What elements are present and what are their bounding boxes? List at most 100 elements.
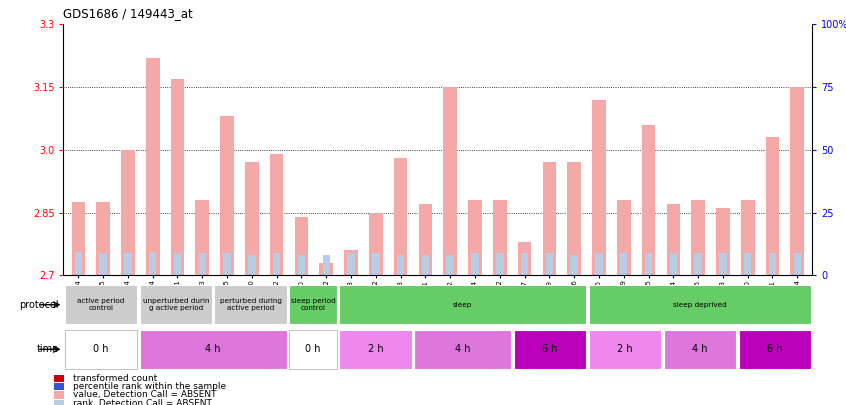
- Bar: [140, 285, 212, 324]
- Text: time: time: [37, 344, 59, 354]
- Bar: [294, 217, 308, 275]
- Bar: [744, 253, 751, 275]
- Text: protocol: protocol: [19, 300, 59, 310]
- Text: 4 h: 4 h: [692, 344, 707, 354]
- Bar: [447, 255, 454, 275]
- Bar: [414, 330, 512, 369]
- Bar: [667, 204, 680, 275]
- Bar: [220, 116, 233, 275]
- Bar: [542, 162, 556, 275]
- Bar: [546, 253, 553, 275]
- Bar: [521, 253, 528, 275]
- Bar: [518, 242, 531, 275]
- Bar: [471, 253, 479, 275]
- Text: sleep: sleep: [453, 302, 472, 308]
- Bar: [589, 285, 811, 324]
- Text: sleep deprived: sleep deprived: [673, 302, 727, 308]
- Bar: [248, 255, 255, 275]
- Text: 6 h: 6 h: [767, 344, 783, 354]
- Bar: [397, 255, 404, 275]
- Text: transformed count: transformed count: [74, 373, 157, 383]
- Text: rank, Detection Call = ABSENT: rank, Detection Call = ABSENT: [74, 399, 212, 405]
- Bar: [443, 87, 457, 275]
- Text: 4 h: 4 h: [206, 344, 221, 354]
- Bar: [421, 255, 429, 275]
- Bar: [214, 285, 287, 324]
- Bar: [419, 204, 432, 275]
- Bar: [140, 330, 287, 369]
- Text: 4 h: 4 h: [455, 344, 470, 354]
- Text: GDS1686 / 149443_at: GDS1686 / 149443_at: [63, 7, 193, 20]
- Bar: [642, 125, 656, 275]
- Bar: [769, 253, 777, 275]
- Bar: [570, 255, 578, 275]
- Text: 6 h: 6 h: [542, 344, 558, 354]
- Bar: [121, 150, 135, 275]
- Bar: [716, 209, 730, 275]
- Bar: [223, 253, 231, 275]
- Bar: [245, 162, 259, 275]
- Bar: [393, 158, 408, 275]
- Bar: [468, 200, 482, 275]
- Bar: [289, 330, 337, 369]
- Bar: [64, 330, 137, 369]
- Bar: [54, 383, 64, 390]
- Bar: [794, 253, 801, 275]
- Bar: [195, 200, 209, 275]
- Bar: [620, 253, 628, 275]
- Bar: [695, 253, 702, 275]
- Bar: [96, 202, 110, 275]
- Text: 2 h: 2 h: [618, 344, 633, 354]
- Bar: [273, 253, 280, 275]
- Bar: [790, 87, 804, 275]
- Bar: [339, 285, 586, 324]
- Bar: [344, 250, 358, 275]
- Bar: [199, 253, 206, 275]
- Text: sleep period
control: sleep period control: [291, 298, 335, 311]
- Text: 0 h: 0 h: [93, 344, 108, 354]
- Bar: [64, 285, 137, 324]
- Bar: [514, 330, 586, 369]
- Text: 2 h: 2 h: [368, 344, 383, 354]
- Bar: [691, 200, 705, 275]
- Bar: [592, 100, 606, 275]
- Bar: [741, 200, 755, 275]
- Bar: [645, 253, 652, 275]
- Bar: [596, 253, 602, 275]
- Bar: [322, 255, 330, 275]
- Bar: [719, 253, 727, 275]
- Bar: [298, 255, 305, 275]
- Bar: [54, 375, 64, 382]
- Bar: [74, 252, 82, 275]
- Bar: [669, 253, 677, 275]
- Text: percentile rank within the sample: percentile rank within the sample: [74, 382, 227, 391]
- Bar: [146, 58, 160, 275]
- Bar: [72, 202, 85, 275]
- Bar: [149, 252, 157, 275]
- Text: unperturbed durin
g active period: unperturbed durin g active period: [142, 298, 209, 311]
- Bar: [372, 253, 380, 275]
- Bar: [54, 400, 64, 405]
- Bar: [171, 79, 184, 275]
- Bar: [493, 200, 507, 275]
- Bar: [663, 330, 736, 369]
- Bar: [739, 330, 811, 369]
- Text: perturbed during
active period: perturbed during active period: [220, 298, 282, 311]
- Bar: [173, 253, 181, 275]
- Bar: [348, 253, 354, 275]
- Bar: [320, 263, 333, 275]
- Bar: [568, 162, 581, 275]
- Bar: [617, 200, 630, 275]
- Bar: [289, 285, 337, 324]
- Bar: [369, 213, 382, 275]
- Text: value, Detection Call = ABSENT: value, Detection Call = ABSENT: [74, 390, 217, 399]
- Bar: [124, 253, 132, 275]
- Text: active period
control: active period control: [77, 298, 124, 311]
- Bar: [339, 330, 412, 369]
- Text: 0 h: 0 h: [305, 344, 321, 354]
- Bar: [589, 330, 662, 369]
- Bar: [766, 137, 779, 275]
- Bar: [99, 253, 107, 275]
- Bar: [496, 253, 503, 275]
- Bar: [270, 154, 283, 275]
